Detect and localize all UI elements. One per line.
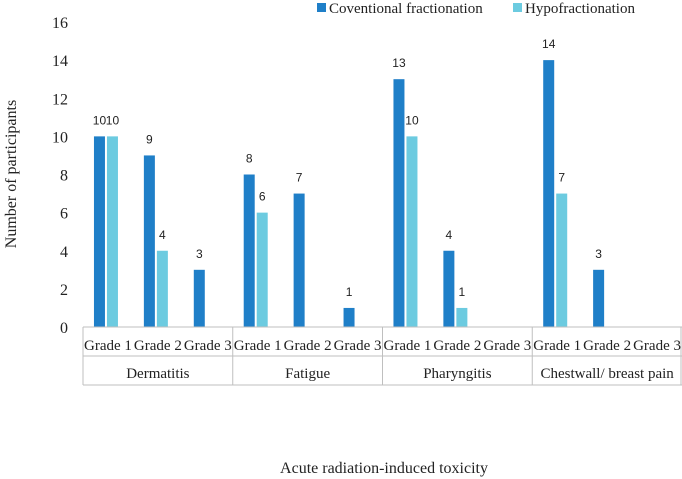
x-category-label: Grade 1 <box>84 338 132 354</box>
bar-value-label: 6 <box>259 190 266 204</box>
x-category-label: Grade 3 <box>633 338 681 354</box>
bar-hypofractionation <box>456 307 468 327</box>
bar-value-label: 3 <box>196 247 203 261</box>
y-axis-ticks: 0 2 4 6 8 10 12 14 16 <box>52 15 68 337</box>
bar-value-label: 7 <box>558 171 565 185</box>
x-category-label: Grade 2 <box>433 338 481 354</box>
x-group-label: Dermatitis <box>126 366 189 382</box>
bar-hypofractionation <box>156 250 168 327</box>
y-tick-label: 12 <box>52 91 68 108</box>
legend-label-hypo: Hypofractionation <box>525 1 635 17</box>
bar-value-label: 8 <box>246 152 253 166</box>
x-category-label: Grade 1 <box>234 338 282 354</box>
legend-swatch-conventional <box>317 3 326 12</box>
bar-value-label: 10 <box>405 113 419 127</box>
x-group-label: Fatigue <box>285 366 330 382</box>
bar-value-label: 1 <box>346 285 353 299</box>
y-tick-label: 10 <box>52 129 68 146</box>
x-category-label: Grade 1 <box>533 338 581 354</box>
x-group-label: Chestwall/ breast pain <box>540 366 674 382</box>
x-axis-label: Acute radiation-induced toxicity <box>280 460 488 477</box>
x-category-label: Grade 3 <box>483 338 531 354</box>
bar-conventional <box>593 269 605 327</box>
bar-hypofractionation <box>406 136 418 327</box>
x-category-label: Grade 3 <box>184 338 232 354</box>
bar-value-label: 10 <box>106 113 120 127</box>
bar-hypofractionation <box>556 193 568 327</box>
bar-hypofractionation <box>256 212 268 327</box>
bar-conventional <box>443 250 455 327</box>
bar-value-label: 4 <box>159 228 166 242</box>
bar-conventional <box>543 60 555 327</box>
y-tick-label: 8 <box>60 168 68 185</box>
x-category-label: Grade 2 <box>583 338 631 354</box>
y-tick-label: 6 <box>60 206 68 223</box>
y-tick-label: 14 <box>52 53 68 70</box>
y-tick-label: 0 <box>60 320 68 337</box>
bar-value-label: 9 <box>146 132 153 146</box>
x-category-label: Grade 3 <box>334 338 382 354</box>
bar-value-label: 1 <box>459 285 466 299</box>
bar-conventional <box>393 79 405 327</box>
bar-value-label: 14 <box>542 37 556 51</box>
legend: Coventional fractionation Hypofractionat… <box>317 1 635 17</box>
bar-value-label: 7 <box>296 171 303 185</box>
bar-value-label: 3 <box>595 247 602 261</box>
bar-value-label: 10 <box>93 113 107 127</box>
bar-conventional <box>343 307 355 327</box>
bar-conventional <box>143 155 155 327</box>
bar-hypofractionation <box>106 136 118 327</box>
y-tick-label: 2 <box>60 282 68 299</box>
x-category-label: Grade 2 <box>284 338 332 354</box>
y-axis-label: Number of participants <box>3 100 20 248</box>
y-tick-label: 4 <box>60 244 68 261</box>
legend-swatch-hypo <box>513 3 522 12</box>
x-category-label: Grade 2 <box>134 338 182 354</box>
bar-conventional <box>293 193 305 327</box>
legend-label-conventional: Coventional fractionation <box>329 1 483 17</box>
y-tick-label: 16 <box>52 15 68 32</box>
bar-value-label: 13 <box>392 56 406 70</box>
bar-conventional <box>243 174 255 327</box>
x-group-label: Pharyngitis <box>423 366 491 382</box>
x-category-label: Grade 1 <box>384 338 432 354</box>
bar-conventional <box>93 136 105 327</box>
bar-value-label: 4 <box>446 228 453 242</box>
bars <box>93 60 605 327</box>
bar-conventional <box>193 269 205 327</box>
